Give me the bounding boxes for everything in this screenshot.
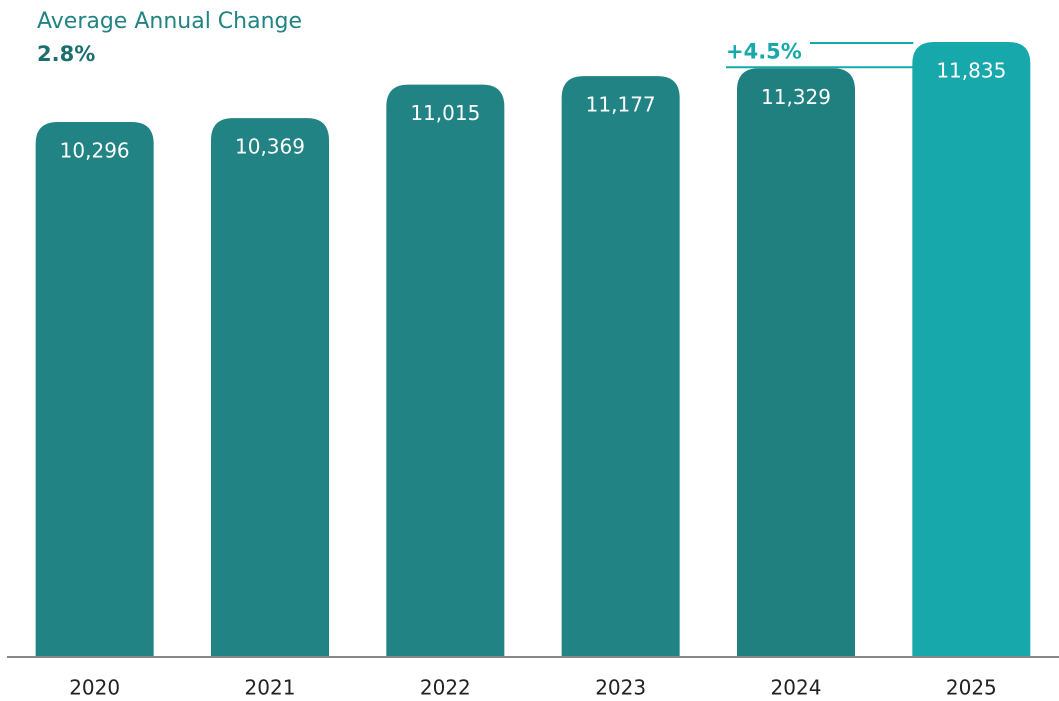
bar bbox=[912, 41, 1031, 657]
value-label: 11,015 bbox=[410, 101, 480, 125]
x-tick-label: 2020 bbox=[69, 676, 120, 700]
bar bbox=[561, 76, 680, 658]
bar bbox=[35, 121, 154, 658]
value-label: 11,835 bbox=[936, 58, 1006, 82]
value-label: 11,177 bbox=[586, 93, 656, 117]
bar bbox=[737, 68, 855, 657]
chart-subtitle: 2.8% bbox=[37, 42, 95, 66]
x-tick-label: 2025 bbox=[946, 676, 997, 700]
value-label: 11,329 bbox=[761, 85, 831, 109]
x-tick-label: 2024 bbox=[771, 676, 822, 700]
value-label: 10,296 bbox=[60, 138, 130, 162]
bar bbox=[211, 118, 329, 657]
bar bbox=[386, 84, 505, 657]
chart-title: Average Annual Change bbox=[37, 9, 302, 34]
x-tick-label: 2023 bbox=[595, 676, 646, 700]
x-tick-label: 2022 bbox=[420, 676, 471, 700]
annotation: +4.5% bbox=[726, 39, 802, 63]
value-label: 10,369 bbox=[235, 135, 305, 159]
x-tick-label: 2021 bbox=[245, 676, 296, 700]
